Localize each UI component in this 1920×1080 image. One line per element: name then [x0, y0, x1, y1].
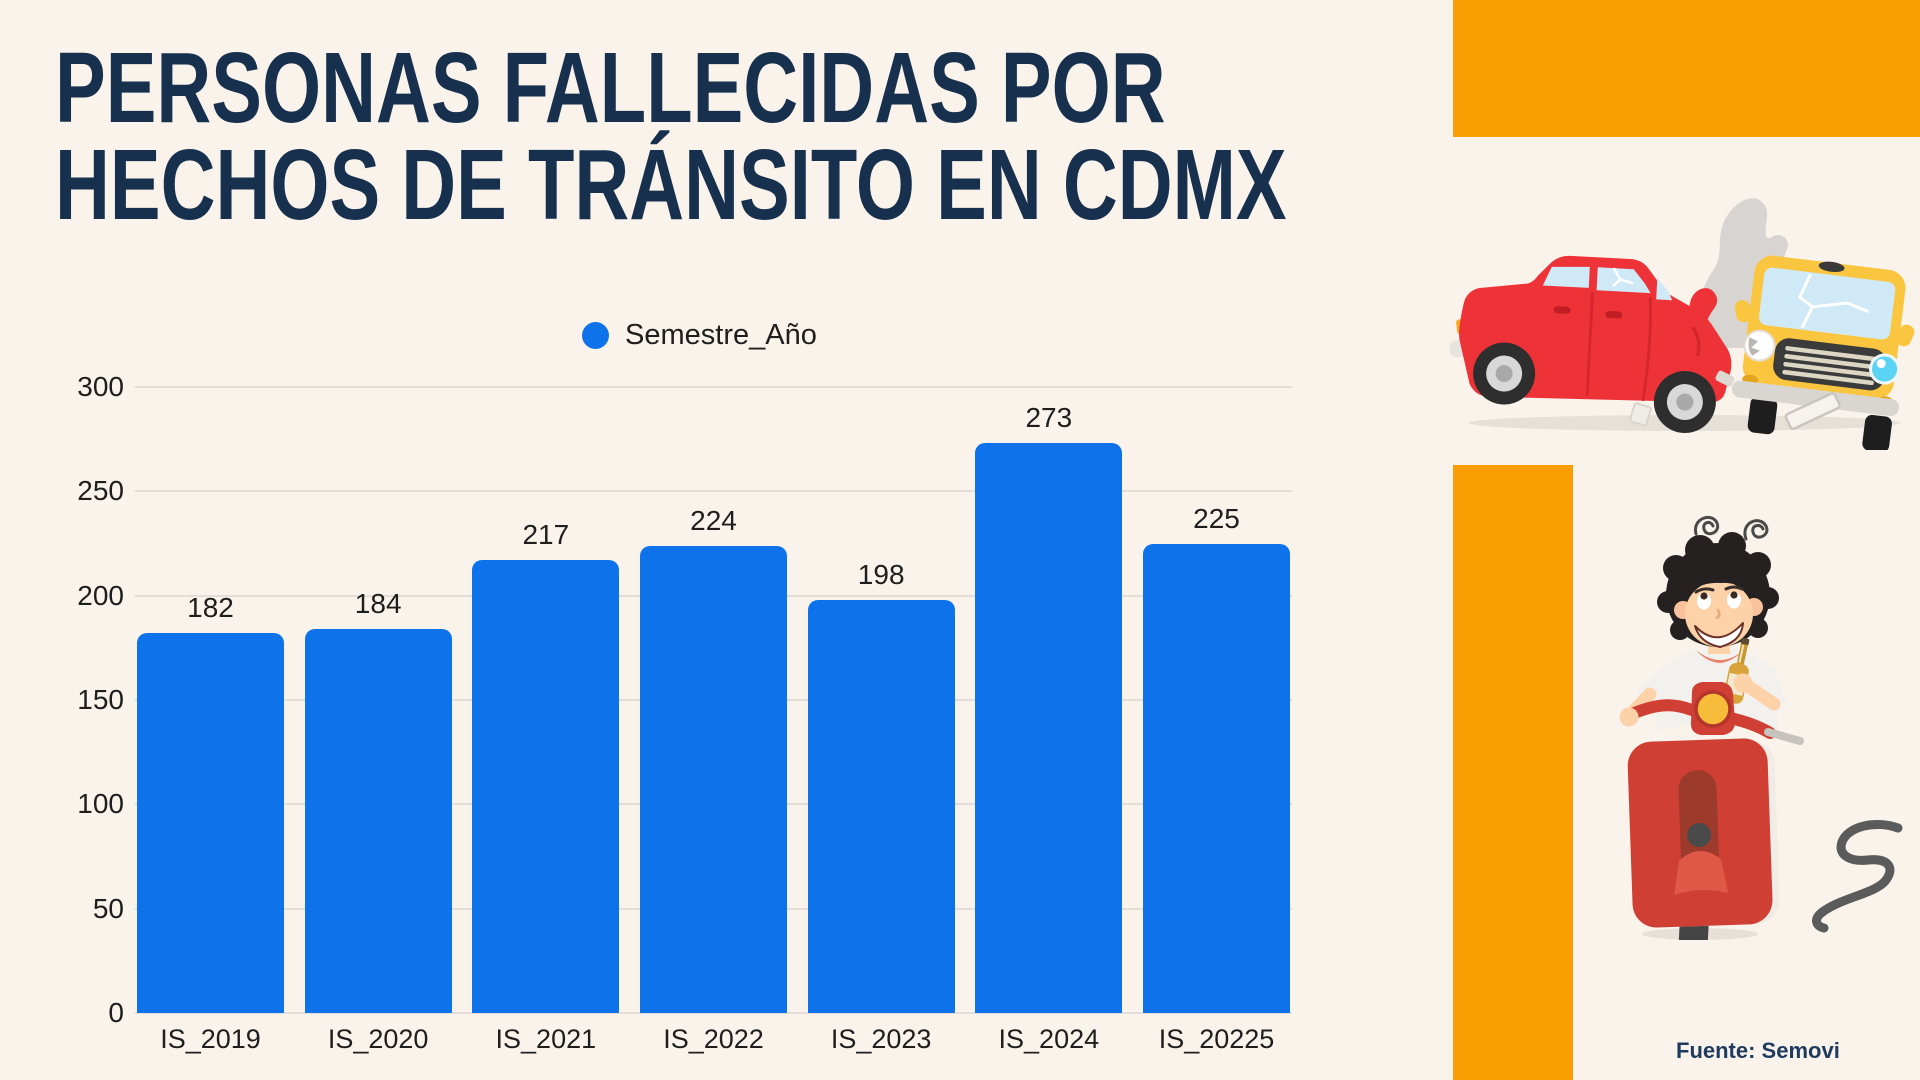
bar-value-label: 225 — [1193, 502, 1240, 534]
x-axis-category-label: IS_2024 — [998, 1024, 1100, 1054]
bar — [807, 599, 955, 1013]
scooter-handlebar-icon — [1626, 682, 1804, 745]
legend-marker-dot — [582, 321, 609, 349]
tire-skid-track-icon — [1812, 820, 1903, 933]
chart-legend: Semestre_Año — [582, 319, 817, 351]
bar-value-label: 217 — [522, 519, 570, 551]
x-axis-category-label: IS_2022 — [663, 1024, 764, 1054]
y-axis-tick-label: 100 — [77, 788, 124, 820]
source-caption: Fuente: Semovi — [1676, 1038, 1840, 1063]
x-axis-category-label: IS_2023 — [830, 1024, 932, 1054]
left-hand — [1619, 707, 1639, 727]
red-car-icon — [1449, 255, 1735, 434]
gridline — [135, 386, 1292, 388]
bar — [304, 629, 452, 1013]
bar — [640, 545, 787, 1013]
bar — [137, 633, 284, 1013]
y-axis-tick-label: 200 — [77, 579, 124, 611]
y-axis-tick-label: 50 — [92, 892, 124, 924]
x-axis-category-label: IS_2021 — [495, 1024, 597, 1054]
x-axis-category-label: IS_2020 — [327, 1024, 429, 1054]
bar-value-label: 198 — [857, 558, 905, 590]
orange-accent-block-top — [1453, 0, 1920, 137]
bar — [472, 560, 620, 1013]
x-axis-category-label: IS_2019 — [160, 1024, 261, 1054]
orange-accent-block-side — [1453, 465, 1573, 1080]
right-hand — [1733, 673, 1753, 693]
bar-value-label: 273 — [1025, 402, 1073, 434]
bar — [975, 443, 1123, 1013]
car-crash-illustration — [1449, 198, 1915, 450]
title-line-1: PERSONAS FALLECIDAS POR — [55, 32, 1166, 144]
y-axis-tick-label: 300 — [77, 371, 124, 402]
bar-value-label: 182 — [187, 592, 234, 624]
y-axis-tick-label: 150 — [77, 684, 124, 715]
legend-series-label: Semestre_Año — [625, 318, 817, 351]
gridline — [135, 1012, 1292, 1014]
page-title: PERSONAS FALLECIDAS POR HECHOS DE TRÁNSI… — [55, 32, 1287, 241]
dizzy-spiral-icon — [1694, 515, 1720, 536]
x-axis-category-label: IS_20225 — [1158, 1024, 1275, 1054]
dizzy-spiral-icon — [1743, 519, 1769, 541]
gridline — [135, 490, 1292, 493]
bar — [1143, 543, 1290, 1013]
scooter-front-shield-icon — [1627, 738, 1780, 928]
drunk-scooter-rider-illustration — [1619, 515, 1903, 940]
title-line-2: HECHOS DE TRÁNSITO EN CDMX — [55, 129, 1287, 241]
y-axis-tick-label: 0 — [108, 997, 124, 1028]
scooter-headlight-icon — [1694, 690, 1732, 728]
yellow-car-icon — [1731, 255, 1915, 450]
bar-value-label: 224 — [690, 504, 737, 536]
bar-value-label: 184 — [354, 588, 402, 620]
y-axis-tick-label: 250 — [77, 475, 124, 507]
